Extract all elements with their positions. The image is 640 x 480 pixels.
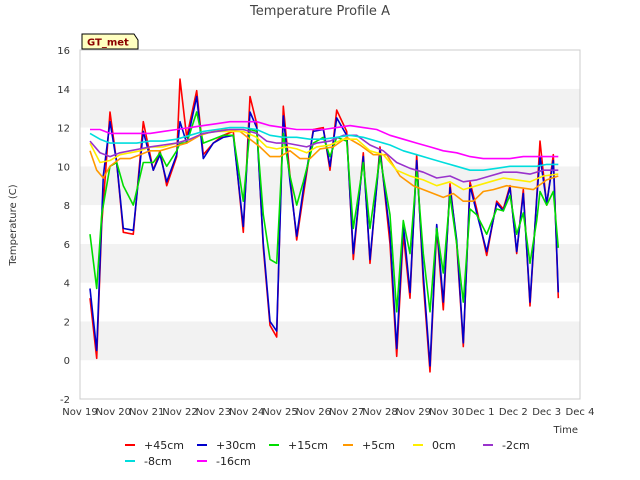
y-tick-labels: -2 0 2 4 6 8 10 12 14 16 (57, 46, 70, 406)
grid-band (80, 321, 580, 361)
y-axis-label: Temperature (C) (8, 184, 19, 266)
x-tick-label: Dec 4 (566, 407, 595, 418)
x-tick-label: Nov 26 (296, 407, 331, 418)
y-tick-label: 0 (64, 356, 70, 367)
grid-band (80, 50, 580, 89)
grid-band (80, 360, 580, 399)
y-tick-label: 14 (57, 85, 70, 96)
x-tick-label: Dec 3 (532, 407, 561, 418)
x-tick-label: Nov 29 (396, 407, 431, 418)
y-tick-label: 10 (57, 162, 70, 173)
x-tick-label: Dec 1 (466, 407, 495, 418)
grid-band (80, 205, 580, 244)
x-tick-label: Nov 23 (196, 407, 231, 418)
y-tick-label: -2 (60, 395, 70, 406)
x-axis-label: Time (553, 425, 578, 436)
y-tick-label: 16 (57, 46, 70, 57)
legend-label: -2cm (502, 439, 530, 452)
x-tick-label: Nov 22 (162, 407, 197, 418)
series-line-7 (90, 120, 559, 160)
grid-band (80, 166, 580, 206)
x-tick-label: Nov 28 (362, 407, 397, 418)
x-tick-label: Nov 20 (96, 407, 131, 418)
legend: +45cm +30cm +15cm +5cm 0cm -2cm -8cm -16cm (125, 439, 530, 468)
y-tick-label: 6 (64, 240, 70, 251)
gt-met-badge-label: GT_met (87, 38, 129, 49)
x-tick-label: Nov 19 (62, 407, 97, 418)
grid-band (80, 88, 580, 128)
x-tick-label: Nov 24 (229, 407, 264, 418)
chart-title: Temperature Profile A (249, 4, 390, 19)
x-tick-label: Dec 2 (499, 407, 528, 418)
plot-frame (79, 49, 581, 400)
series-line-5 (89, 128, 559, 183)
y-tick-label: 12 (57, 124, 70, 135)
series-layer (89, 78, 560, 373)
y-tick-label: 4 (64, 279, 70, 290)
y-tick-label: 8 (64, 201, 70, 212)
legend-label: -16cm (216, 455, 251, 468)
y-tick-label: 2 (64, 317, 70, 328)
x-tick-label: Nov 21 (129, 407, 164, 418)
x-tick-label: Nov 25 (262, 407, 297, 418)
legend-label: +30cm (216, 439, 256, 452)
grid-band (80, 282, 580, 322)
series-line-3 (89, 128, 559, 202)
series-line-1 (89, 95, 560, 367)
grid-bands (80, 50, 580, 399)
legend-label: -8cm (144, 455, 172, 468)
legend-label: +45cm (144, 439, 184, 452)
x-tick-label: Nov 30 (429, 407, 464, 418)
series-line-6 (89, 126, 559, 171)
legend-label: +5cm (362, 439, 395, 452)
grid-band (80, 243, 580, 283)
x-tick-label: Nov 27 (329, 407, 364, 418)
gt-met-badge: GT_met (81, 33, 139, 50)
legend-label: +15cm (288, 439, 328, 452)
legend-label: 0cm (432, 439, 456, 452)
